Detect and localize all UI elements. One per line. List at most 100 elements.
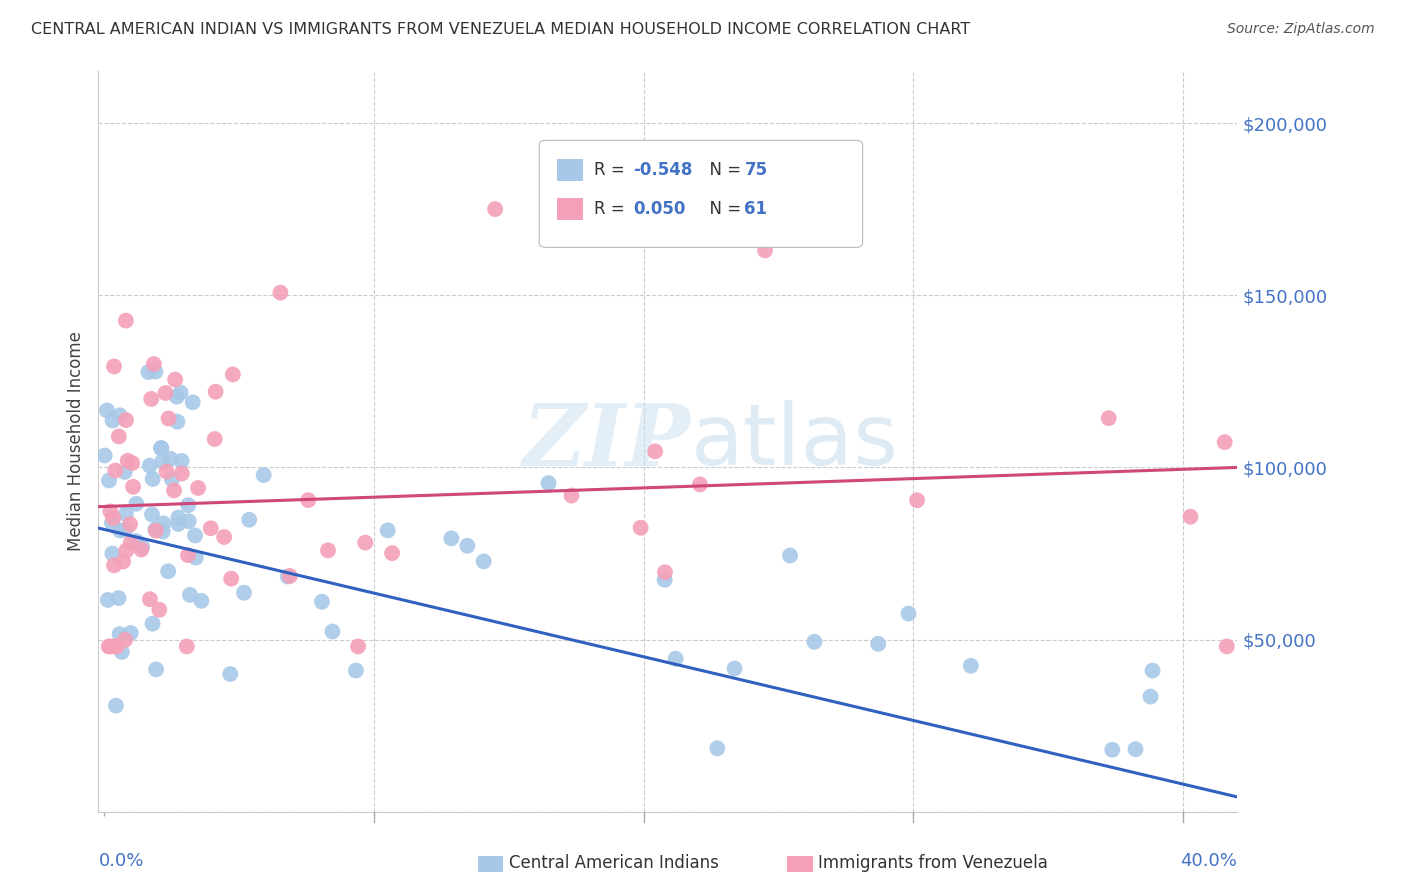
Point — [139, 592, 162, 607]
Text: Source: ZipAtlas.com: Source: ZipAtlas.com — [1227, 22, 1375, 37]
Point — [630, 521, 652, 535]
Point — [103, 558, 125, 573]
Point — [179, 588, 201, 602]
Text: CENTRAL AMERICAN INDIAN VS IMMIGRANTS FROM VENEZUELA MEDIAN HOUSEHOLD INCOME COR: CENTRAL AMERICAN INDIAN VS IMMIGRANTS FR… — [31, 22, 970, 37]
Point — [166, 390, 188, 404]
Point — [115, 313, 138, 327]
Point — [184, 550, 207, 565]
Point — [138, 458, 160, 473]
Point — [107, 591, 129, 606]
Point — [354, 535, 377, 549]
Point — [150, 441, 173, 455]
Point — [145, 365, 167, 379]
Point — [103, 359, 125, 374]
Point — [108, 429, 131, 443]
Point — [141, 616, 163, 631]
Point — [104, 640, 127, 654]
Point — [101, 413, 124, 427]
Point — [311, 595, 333, 609]
Point — [644, 444, 666, 458]
Point — [115, 543, 138, 558]
Point — [169, 385, 191, 400]
Point — [145, 523, 167, 537]
Point — [125, 497, 148, 511]
Point — [316, 543, 339, 558]
Point — [277, 569, 299, 583]
Point — [1213, 435, 1236, 450]
Point — [96, 403, 118, 417]
Point — [141, 392, 163, 406]
Point — [108, 627, 131, 641]
Point — [190, 594, 212, 608]
Point — [108, 524, 131, 538]
Point — [165, 373, 187, 387]
Point — [104, 464, 127, 478]
Point — [377, 524, 399, 538]
Point — [347, 640, 370, 654]
Point — [163, 483, 186, 498]
Point — [157, 564, 180, 578]
Point — [93, 449, 115, 463]
Text: Immigrants from Venezuela: Immigrants from Venezuela — [818, 855, 1047, 872]
Point — [155, 386, 177, 401]
Point — [122, 480, 145, 494]
Point — [103, 511, 125, 525]
Point — [278, 569, 301, 583]
Point — [1101, 743, 1123, 757]
Point — [97, 593, 120, 607]
Point — [321, 624, 343, 639]
Text: atlas: atlas — [690, 400, 898, 483]
Point — [238, 513, 260, 527]
Point — [115, 413, 138, 427]
Point — [200, 521, 222, 535]
Point — [121, 456, 143, 470]
Point — [212, 530, 235, 544]
Point — [177, 514, 200, 528]
Point — [706, 741, 728, 756]
Point — [131, 542, 153, 557]
Point — [1098, 411, 1121, 425]
Point — [170, 454, 193, 468]
Text: 0.0%: 0.0% — [98, 853, 143, 871]
Point — [723, 661, 745, 675]
Point — [204, 432, 226, 446]
Point — [560, 489, 582, 503]
Point — [156, 465, 179, 479]
Point — [654, 573, 676, 587]
Point — [204, 384, 226, 399]
Point — [111, 645, 134, 659]
Point — [219, 572, 242, 586]
Text: -0.548: -0.548 — [634, 161, 693, 178]
Point — [97, 640, 120, 654]
Point — [152, 524, 174, 539]
Point — [115, 507, 138, 521]
Point — [269, 285, 291, 300]
Point — [472, 554, 495, 568]
Point — [150, 454, 173, 468]
Y-axis label: Median Household Income: Median Household Income — [66, 332, 84, 551]
Text: R =: R = — [595, 161, 630, 178]
Text: ZIP: ZIP — [523, 400, 690, 483]
Point — [959, 658, 981, 673]
Point — [105, 640, 128, 654]
Point — [177, 498, 200, 512]
Point — [253, 468, 276, 483]
Point — [167, 516, 190, 531]
Point — [187, 481, 209, 495]
Point — [114, 465, 136, 479]
Point — [177, 548, 200, 562]
Text: 0.050: 0.050 — [634, 200, 686, 218]
Point — [1216, 640, 1239, 654]
Text: N =: N = — [700, 200, 747, 218]
Point — [297, 493, 319, 508]
Point — [108, 409, 131, 423]
Point — [104, 698, 127, 713]
Point — [1139, 690, 1161, 704]
Text: R =: R = — [595, 200, 636, 218]
Point — [101, 547, 124, 561]
Text: 61: 61 — [745, 200, 768, 218]
Point — [98, 474, 121, 488]
Point — [159, 451, 181, 466]
Point — [868, 637, 890, 651]
Point — [120, 626, 142, 640]
